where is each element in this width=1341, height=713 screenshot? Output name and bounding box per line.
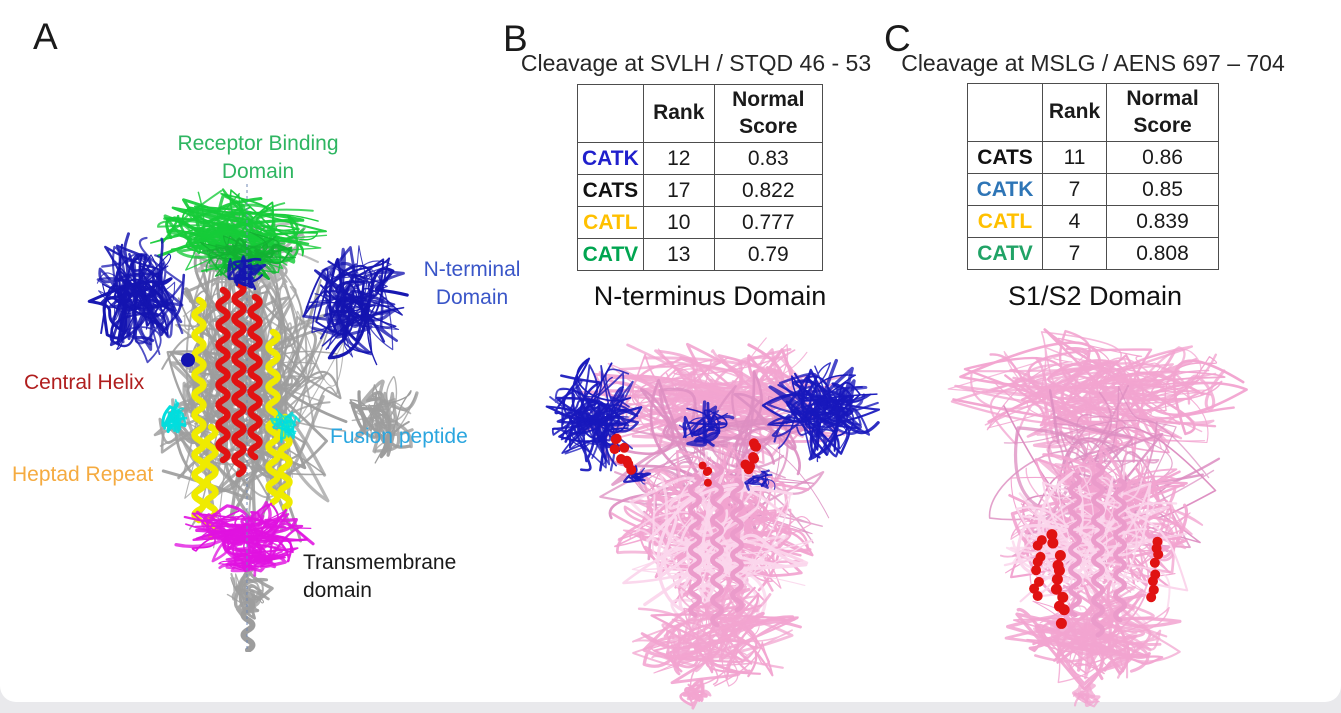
protease-label: CATS — [577, 174, 644, 207]
score-value: 0.86 — [1106, 141, 1219, 174]
protease-label: CATK — [577, 142, 644, 175]
table-row: CATV 13 0.79 — [577, 238, 823, 271]
table-row: CATS 11 0.86 — [967, 141, 1219, 174]
rank-value: 17 — [642, 174, 715, 207]
header-normal-score: Normal Score — [713, 84, 823, 143]
protease-label: CATL — [577, 206, 644, 239]
header-empty — [967, 83, 1043, 142]
rank-value: 7 — [1042, 237, 1107, 270]
rank-value: 7 — [1042, 173, 1107, 206]
spike-structure-nterminus — [545, 337, 881, 710]
table-row: CATK 12 0.83 — [577, 142, 823, 175]
label-transmembrane-domain: Transmembrane domain — [303, 551, 457, 603]
rank-value: 4 — [1042, 205, 1107, 238]
rank-value: 10 — [642, 206, 715, 239]
label-fusion-peptide: Fusion peptide — [330, 425, 468, 448]
label-receptor-binding-domain: Receptor Binding Domain — [177, 132, 339, 184]
table-row: CATK 7 0.85 — [967, 173, 1219, 206]
header-rank: Rank — [642, 84, 715, 143]
panel-a-letter: A — [33, 16, 58, 57]
score-value: 0.839 — [1106, 205, 1219, 238]
label-n-terminal-domain: N-terminal Domain — [423, 258, 521, 310]
panel-b-letter: B — [503, 18, 528, 59]
protease-label: CATV — [967, 237, 1043, 270]
score-value: 0.777 — [713, 206, 823, 239]
cleavage-score-table-c: Rank Normal Score CATS 11 0.86 CATK 7 0.… — [967, 83, 1219, 270]
cleavage-score-table-b: Rank Normal Score CATK 12 0.83 CATS 17 0… — [577, 84, 823, 271]
protease-label: CATL — [967, 205, 1043, 238]
spike-structure-s1s2 — [947, 328, 1248, 708]
protease-label: CATK — [967, 173, 1043, 206]
panel-c-subtitle: S1/S2 Domain — [1007, 281, 1183, 311]
panel-c-title: Cleavage at MSLG / AENS 697 – 704 — [901, 50, 1285, 76]
table-row: CATV 7 0.808 — [967, 237, 1219, 270]
score-value: 0.822 — [713, 174, 823, 207]
panel-b-subtitle: N-terminus Domain — [593, 281, 827, 311]
spike-structure-annotated — [87, 184, 419, 652]
header-rank: Rank — [1042, 83, 1107, 142]
panel-b-title: Cleavage at SVLH / STQD 46 - 53 — [520, 50, 872, 76]
table-row: CATL 10 0.777 — [577, 206, 823, 239]
panel-c-letter: C — [884, 18, 911, 59]
table-header-row: Rank Normal Score — [577, 84, 823, 143]
score-value: 0.83 — [713, 142, 823, 175]
protease-label: CATS — [967, 141, 1043, 174]
label-heptad-repeat: Heptad Repeat — [12, 463, 154, 486]
table-header-row: Rank Normal Score — [967, 83, 1219, 142]
score-value: 0.85 — [1106, 173, 1219, 206]
score-value: 0.79 — [713, 238, 823, 271]
rank-value: 12 — [642, 142, 715, 175]
label-central-helix: Central Helix — [24, 371, 145, 394]
score-value: 0.808 — [1106, 237, 1219, 270]
rank-value: 11 — [1042, 141, 1107, 174]
table-row: CATS 17 0.822 — [577, 174, 823, 207]
table-row: CATL 4 0.839 — [967, 205, 1219, 238]
rank-value: 13 — [642, 238, 715, 271]
header-empty — [577, 84, 644, 143]
protease-label: CATV — [577, 238, 644, 271]
header-normal-score: Normal Score — [1106, 83, 1219, 142]
